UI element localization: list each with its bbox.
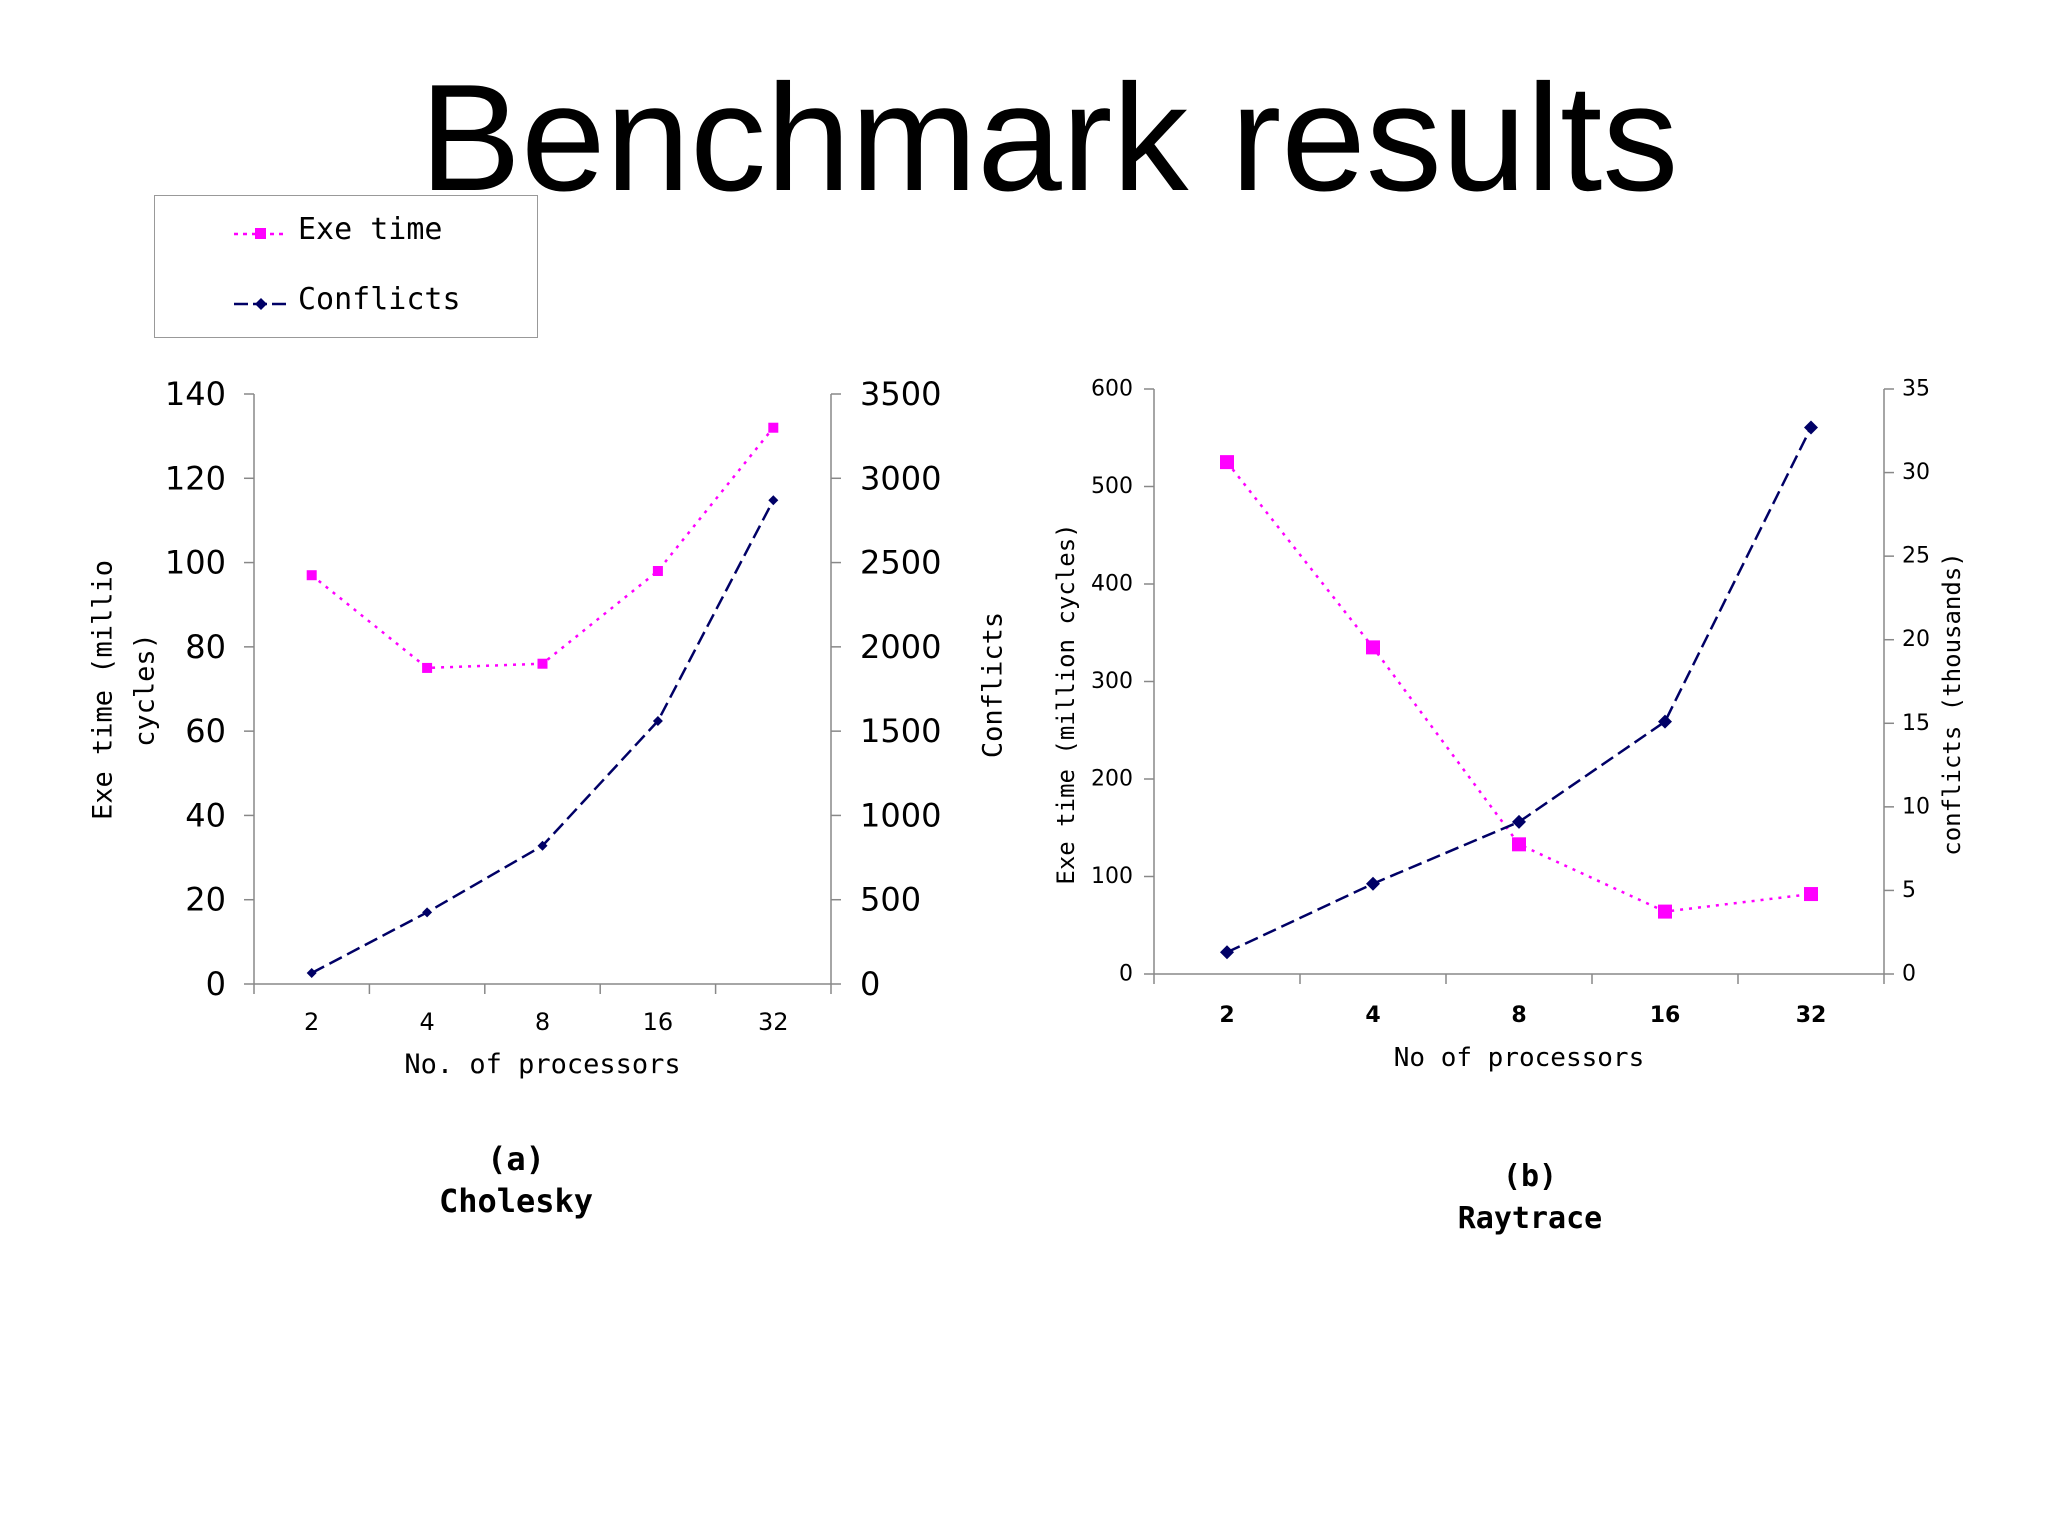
chart-1-right-tick-label: 1000 <box>860 796 941 834</box>
chart-2-left-tick-label: 600 <box>1091 377 1133 402</box>
chart-1-left-tick-label: 100 <box>165 544 226 582</box>
chart-2-right-tick-label: 5 <box>1902 878 1916 903</box>
chart-2-caption: (b) <box>1503 1159 1557 1194</box>
chart-2-conflicts-point <box>1366 876 1380 891</box>
chart-2-left-tick-label: 500 <box>1091 474 1133 499</box>
chart-2-x-tick-label: 4 <box>1365 1003 1380 1028</box>
chart-1-right-tick-label: 1500 <box>860 712 941 750</box>
chart-2-right-tick-label: 25 <box>1902 544 1930 569</box>
chart-2-left-tick-label: 300 <box>1091 669 1133 694</box>
chart-1-right-axis-label: Conflicts <box>978 612 1009 758</box>
chart-1-right-tick-label: 2500 <box>860 544 941 582</box>
slide-title: Benchmark results <box>419 53 1679 223</box>
chart-1-exe-time-point <box>537 658 548 669</box>
chart-1-left-tick-label: 80 <box>185 628 226 666</box>
chart-2-conflicts-point <box>1220 945 1234 960</box>
legend-markers <box>234 228 288 310</box>
chart-1-x-tick-label: 8 <box>535 1008 550 1036</box>
chart-1-conflicts-point <box>768 495 779 506</box>
chart-2-left-tick-label: 200 <box>1091 767 1133 792</box>
chart-2-x-tick-label: 32 <box>1796 1003 1827 1028</box>
chart-1-caption: (a) <box>487 1140 545 1178</box>
chart-1-right-tick-label: 500 <box>860 881 921 919</box>
chart-2-conflicts-point <box>1658 714 1672 729</box>
chart-2-right-tick-label: 10 <box>1902 794 1930 819</box>
chart-1-exe-time-point <box>306 570 317 581</box>
legend-label-conflicts: Conflicts <box>298 282 461 317</box>
chart-2-right-tick-label: 0 <box>1902 962 1916 987</box>
chart-1-x-axis-label: No. of processors <box>404 1049 680 1080</box>
chart-2-right-tick-label: 20 <box>1902 627 1930 652</box>
chart-2-subtitle: Raytrace <box>1458 1201 1603 1236</box>
chart-1-left-tick-label: 0 <box>206 965 226 1003</box>
chart-1-right-tick-label: 0 <box>860 965 880 1003</box>
chart-2-x-axis-label: No of processors <box>1394 1043 1644 1073</box>
chart-2-right-axis-label: conflicts (thousands) <box>1938 552 1966 855</box>
legend: Exe time Conflicts <box>154 195 538 338</box>
chart-1-conflicts-point <box>537 840 548 851</box>
chart-2-exe-time-point <box>1512 837 1526 852</box>
chart-1-exe-time-point <box>652 566 663 576</box>
chart-2-exe-time-point <box>1366 640 1380 655</box>
chart-1-conflicts-point <box>422 907 433 918</box>
chart-2-right-tick-label: 35 <box>1902 377 1930 402</box>
chart-1-series-line-conflicts <box>311 499 775 975</box>
legend-label-exe-time: Exe time <box>298 212 443 247</box>
legend-marker-conflicts <box>255 298 267 310</box>
chart-2-x-tick-label: 8 <box>1511 1003 1526 1028</box>
chart-1-x-tick-label: 32 <box>758 1008 789 1036</box>
chart-2-exe-time-point <box>1658 904 1672 919</box>
chart-2-x-tick-label: 16 <box>1650 1003 1681 1028</box>
chart-1-conflicts-point <box>306 968 317 979</box>
chart-1-left-tick-label: 20 <box>185 881 226 919</box>
chart-2-x-tick-label: 2 <box>1219 1003 1234 1028</box>
chart-2-left-tick-label: 0 <box>1119 962 1133 987</box>
chart-1-x-tick-label: 16 <box>643 1008 674 1036</box>
chart-2-y-axis-label: Exe time (million cycles) <box>1052 523 1080 884</box>
chart-2-left-tick-label: 100 <box>1091 864 1133 889</box>
chart-1-conflicts-point <box>652 716 663 727</box>
chart-2-conflicts-point <box>1512 814 1526 829</box>
chart-1-x-tick-label: 4 <box>419 1008 434 1036</box>
chart-1-y-axis-label-line-2: cycles) <box>130 633 161 747</box>
chart-2-right-tick-label: 15 <box>1902 711 1930 736</box>
chart-2-conflicts-point <box>1804 420 1818 435</box>
chart-1-right-tick-label: 3500 <box>860 375 941 413</box>
chart-2-right-tick-label: 30 <box>1902 460 1930 485</box>
chart-2-series-line-conflicts <box>1226 426 1813 954</box>
chart-2-exe-time-point <box>1220 455 1234 470</box>
chart-1-right-tick-label: 2000 <box>860 628 941 666</box>
legend-marker-exe-time <box>255 228 266 239</box>
chart-1-subtitle: Cholesky <box>439 1182 593 1220</box>
chart-1-left-tick-label: 120 <box>165 459 226 497</box>
chart-2-left-tick-label: 400 <box>1091 572 1133 597</box>
chart-2-exe-time-point <box>1804 887 1818 902</box>
chart-1-y-axis-label-line-1: Exe time (millio <box>88 560 119 820</box>
chart-1-exe-time-point <box>768 422 779 433</box>
chart-1-x-tick-label: 2 <box>304 1008 319 1036</box>
chart-1-right-tick-label: 3000 <box>860 459 941 497</box>
chart-1-left-tick-label: 60 <box>185 712 226 750</box>
chart-1-left-tick-label: 40 <box>185 796 226 834</box>
chart-1-left-tick-label: 140 <box>165 375 226 413</box>
chart-1-exe-time-point <box>422 662 433 673</box>
